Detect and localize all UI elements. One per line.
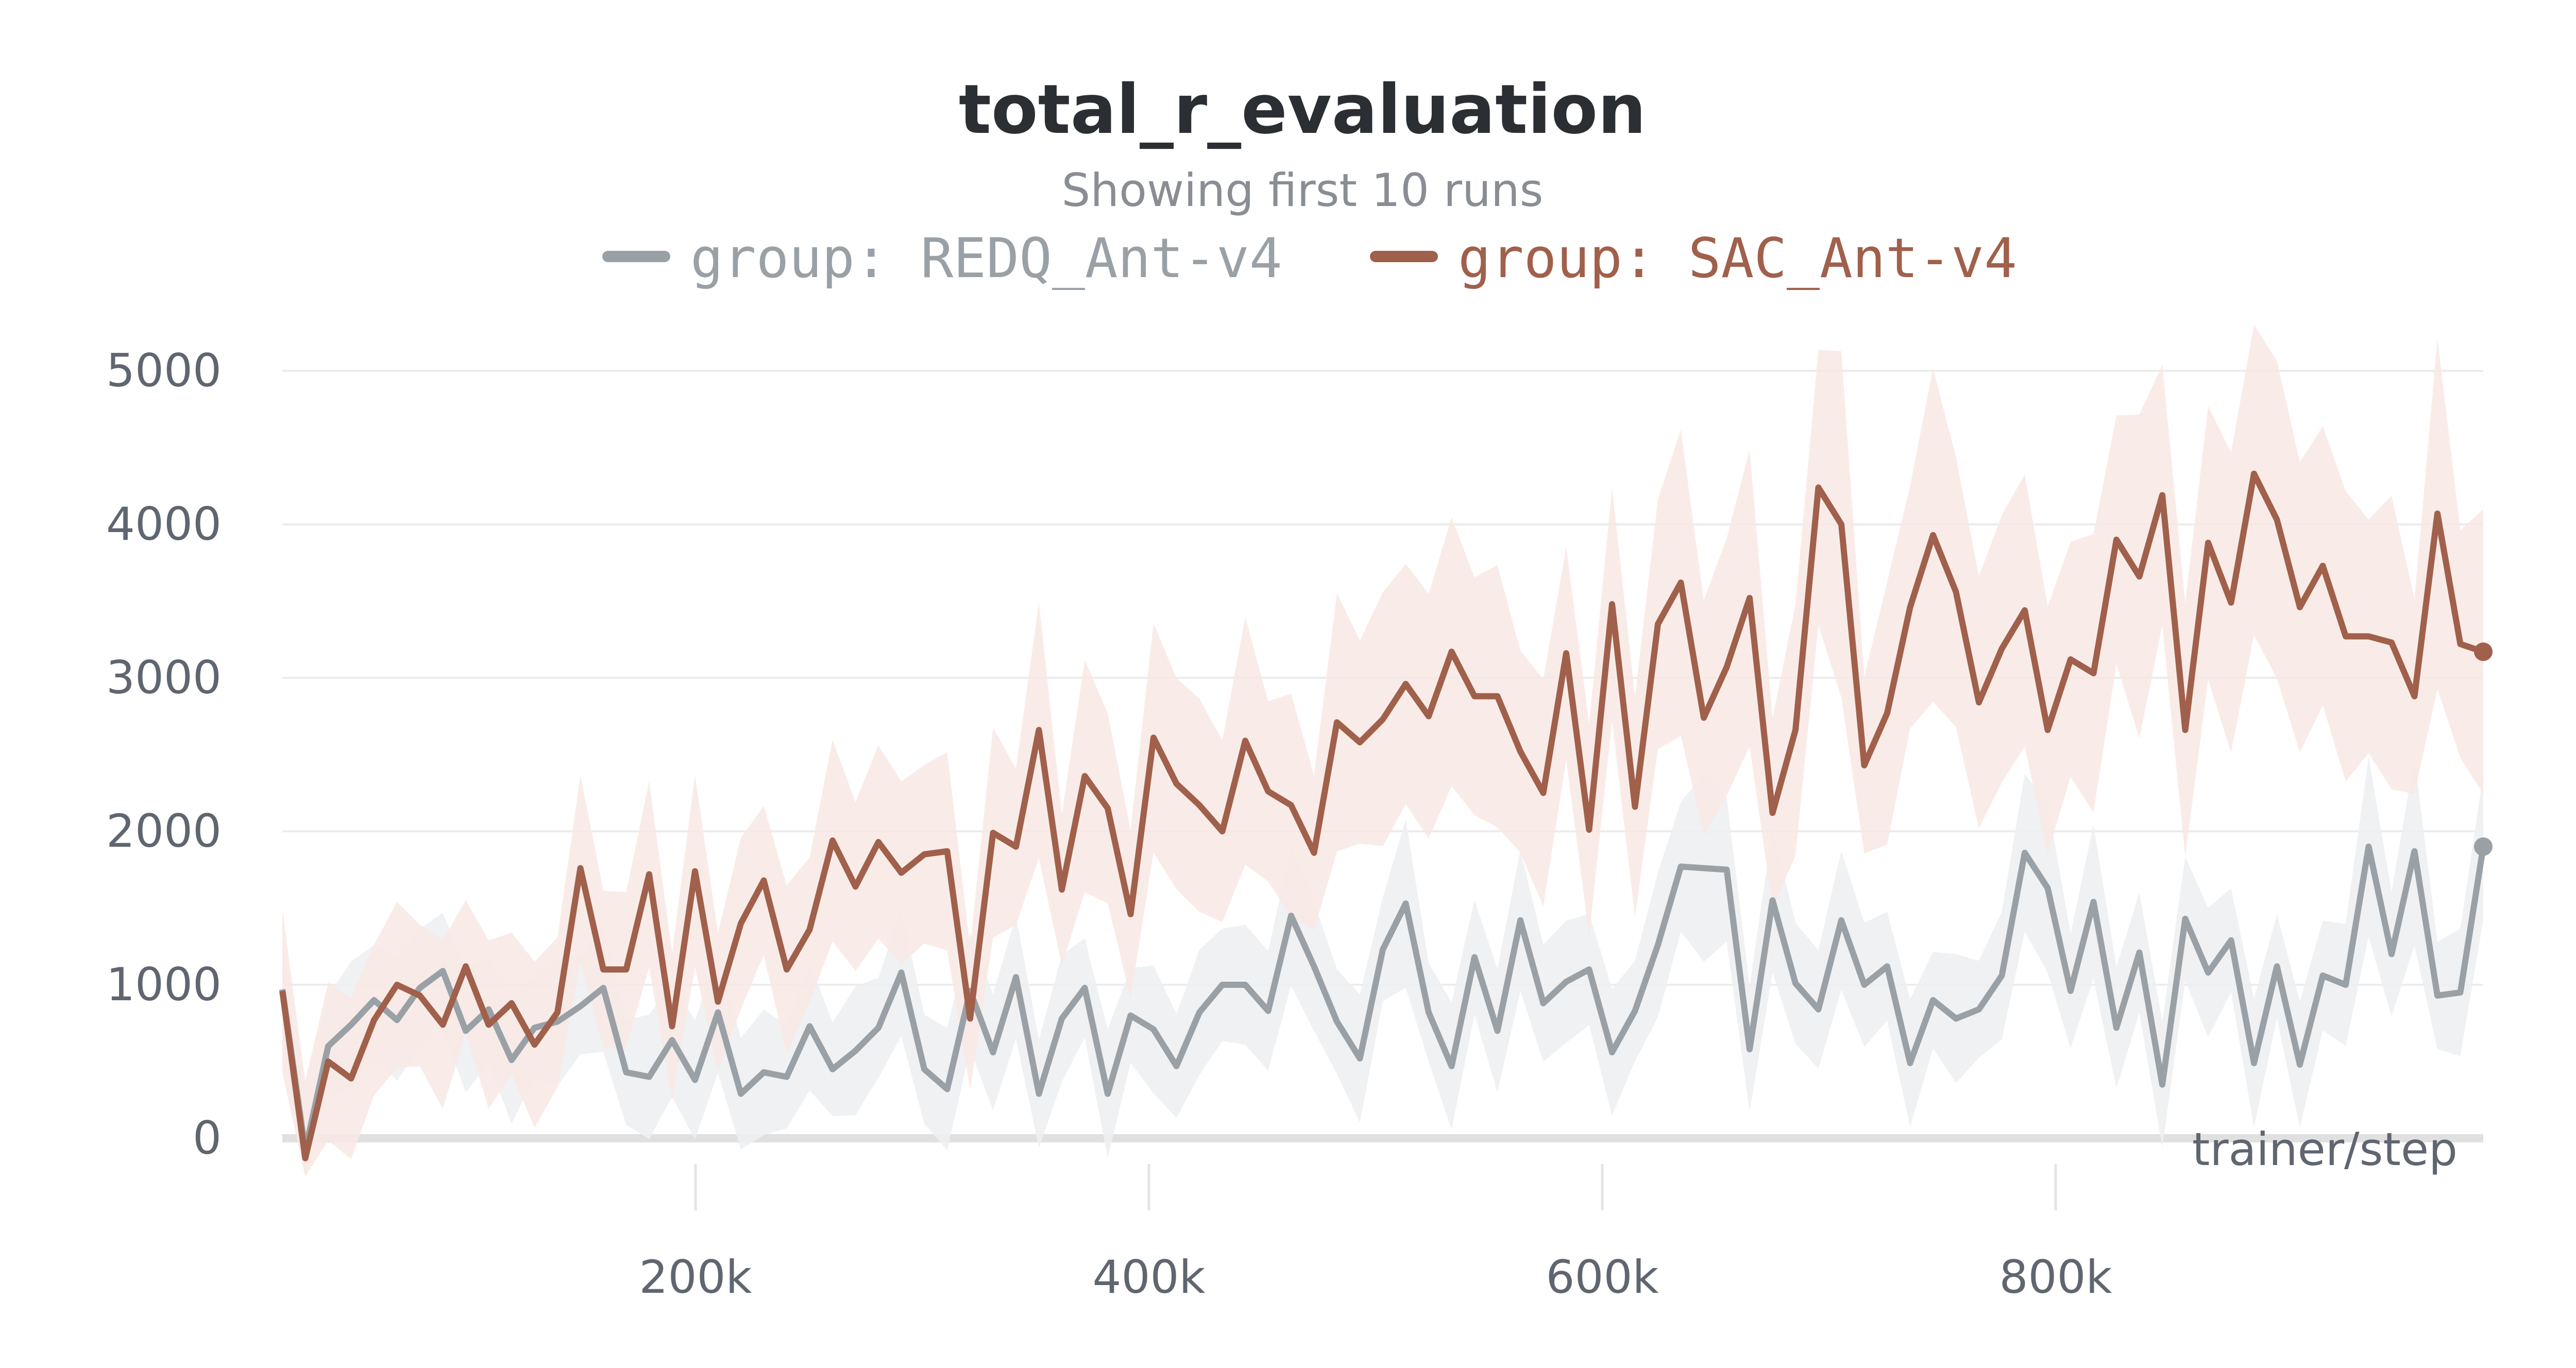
series-line-redq[interactable] (279, 843, 2486, 1154)
y-tick-label: 4000 (106, 498, 222, 551)
x-tick-label: 200k (639, 1251, 752, 1304)
series-lines (279, 470, 2493, 1161)
x-axis-label: trainer/step (2192, 1123, 2458, 1176)
y-tick-label: 5000 (106, 344, 222, 397)
legend[interactable]: group: REDQ_Ant-v4 group: SAC_Ant-v4 (602, 227, 2017, 290)
y-tick-label: 0 (193, 1112, 222, 1165)
x-tick-label: 800k (1999, 1251, 2112, 1304)
series-end-point-redq[interactable] (2474, 837, 2493, 856)
y-tick-label: 2000 (106, 805, 222, 858)
legend-label-sac[interactable]: group: SAC_Ant-v4 (1458, 227, 2017, 290)
x-tick-label: 600k (1546, 1251, 1659, 1304)
axis-ticks: 0 1000 2000 3000 4000 5000 200k 400k 600k 800k (106, 344, 2112, 1304)
y-tick-label: 1000 (106, 958, 222, 1011)
x-tick-label: 400k (1093, 1251, 1206, 1304)
series-line-sac[interactable] (279, 470, 2484, 1161)
legend-label-redq[interactable]: group: REDQ_Ant-v4 (690, 227, 1282, 290)
chart-title: total_r_evaluation (959, 70, 1646, 149)
chart-subtitle: Showing first 10 runs (1062, 164, 1544, 217)
series-end-point-sac[interactable] (2474, 642, 2493, 661)
y-tick-label: 3000 (106, 651, 222, 704)
